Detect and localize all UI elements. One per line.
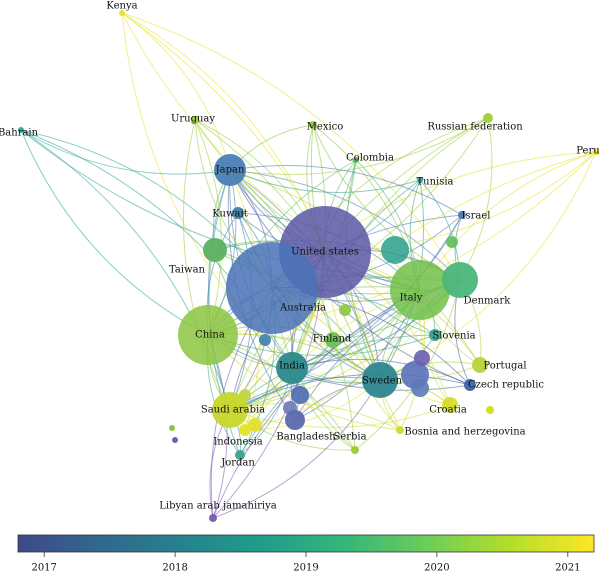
colorbar-tick-label: 2020 (424, 563, 449, 574)
node (325, 332, 341, 348)
node-label: Slovenia (432, 331, 475, 342)
node-label: United states (291, 247, 359, 258)
node-label: Uruguay (171, 114, 215, 125)
node (212, 392, 248, 428)
node (483, 113, 493, 123)
node-label: Indonesia (213, 437, 263, 448)
node (259, 334, 271, 346)
node-label: Bahrain (0, 128, 39, 139)
node (486, 406, 494, 414)
node-label: China (195, 330, 225, 341)
node (191, 116, 199, 124)
edge (121, 12, 231, 171)
node (178, 305, 238, 365)
edge (20, 129, 231, 175)
node (276, 352, 308, 384)
node (235, 450, 245, 460)
edge (121, 12, 461, 281)
node (291, 386, 309, 404)
node-label: Russian federation (427, 122, 523, 133)
colorbar-gradient (17, 534, 595, 553)
node (209, 514, 217, 522)
edge (207, 159, 357, 336)
node (353, 157, 359, 163)
edge (182, 119, 231, 411)
node-label: Czech republic (468, 380, 544, 391)
edge (229, 404, 451, 428)
node (362, 362, 398, 398)
node (414, 350, 430, 366)
colorbar-tick-label: 2018 (162, 563, 187, 574)
node (169, 425, 175, 431)
node-label: Bangladesh (276, 432, 336, 443)
node-label: Australia (279, 303, 326, 314)
node (464, 379, 476, 391)
node-label: Colombia (346, 153, 394, 164)
edge (229, 165, 463, 216)
node (381, 236, 409, 264)
node-label: Kuwait (212, 209, 247, 220)
colorbar-tick-label: 2021 (555, 563, 580, 574)
node-label: Kenya (106, 1, 137, 12)
node-label: Italy (400, 293, 423, 304)
edge (229, 169, 421, 193)
node-label: Tunisia (416, 177, 453, 188)
node (285, 410, 305, 430)
node-label: Taiwan (169, 265, 206, 276)
node (119, 10, 125, 16)
colorbar-tick-label: 2017 (31, 563, 56, 574)
edge (291, 117, 489, 369)
node (232, 207, 244, 219)
node (172, 437, 178, 443)
node (472, 357, 488, 373)
node-label: Japan (215, 165, 245, 176)
node (248, 418, 262, 432)
node (429, 329, 441, 341)
edge (229, 214, 463, 411)
node (442, 262, 478, 298)
node (18, 127, 24, 133)
node-label: Libyan arab jamahiriya (159, 501, 277, 512)
node (239, 424, 251, 436)
node (214, 154, 246, 186)
node (396, 426, 404, 434)
colorbar: 2017 2018 2019 2020 2021 (17, 534, 595, 574)
node-label: Saudi arabia (201, 405, 265, 416)
edge (459, 117, 493, 281)
node-label: Finland (313, 334, 352, 345)
edge (121, 12, 381, 381)
node-label: Serbia (333, 432, 366, 443)
node (203, 238, 227, 262)
node-label: Denmark (464, 296, 512, 307)
node-label: Sweden (362, 376, 403, 387)
node-label: Bosnia and herzegovina (404, 427, 525, 438)
node-label: Israel (462, 211, 491, 222)
node (446, 236, 458, 248)
node (442, 397, 458, 413)
labels: United states Australia Japan Italy China Ind… (0, 1, 600, 512)
node (417, 177, 423, 183)
node-label: Mexico (307, 122, 344, 133)
node (411, 379, 429, 397)
node (351, 446, 359, 454)
node (339, 304, 351, 316)
node-label: Peru (576, 146, 600, 157)
edge (291, 358, 471, 386)
edge (20, 129, 209, 336)
edge (212, 379, 381, 519)
node (593, 149, 599, 155)
node-label: Jordan (220, 458, 255, 469)
node-label: Portugal (483, 361, 526, 372)
node (458, 211, 466, 219)
node (226, 242, 318, 334)
edge (212, 289, 421, 519)
node-label: India (279, 361, 305, 372)
nodes (18, 10, 599, 522)
edge (207, 334, 471, 391)
node-label: Croatia (429, 405, 467, 416)
node (309, 121, 317, 129)
colorbar-tick-label: 2019 (293, 563, 318, 574)
node (390, 260, 450, 320)
